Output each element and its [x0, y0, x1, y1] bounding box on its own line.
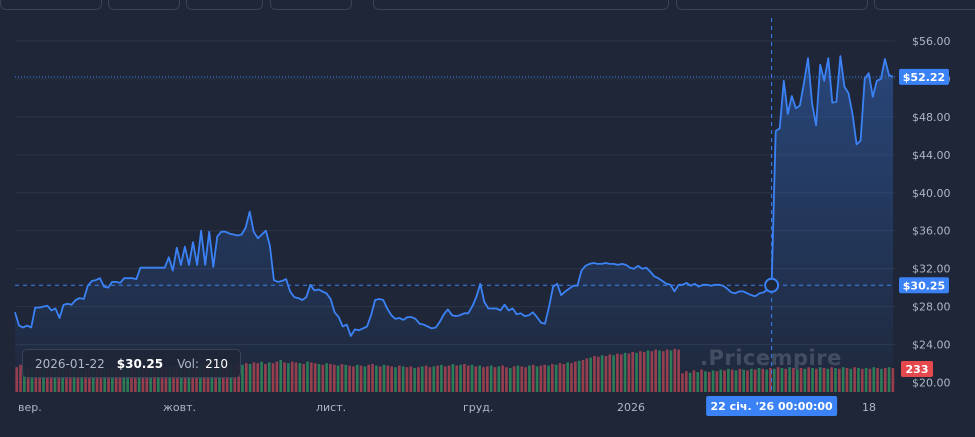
crosshair-date-bg: [706, 396, 838, 416]
crosshair-point: [764, 277, 780, 293]
x-axis: вер. жовт. лист. груд. 2026 18: [18, 401, 876, 414]
volume-label-bg: [901, 361, 933, 377]
y-tick-label: $40.00: [912, 187, 951, 200]
y-tick-label: $24.00: [912, 339, 951, 352]
y-tick-label: $32.00: [912, 263, 951, 276]
tooltip-date: 2026-01-22: [35, 356, 105, 371]
tooltip-price: $30.25: [116, 356, 164, 371]
crosshair-price-label: $30.25: [903, 279, 945, 292]
top-control-4[interactable]: [270, 0, 352, 10]
y-tick-label: $36.00: [912, 225, 951, 238]
top-control-6[interactable]: [676, 0, 868, 10]
y-axis: $20.00 $24.00 $28.00 $32.00 $36.00 $40.00 $44.…: [912, 35, 951, 390]
tooltip-vol-value: 210: [205, 356, 228, 371]
top-control-1[interactable]: [0, 0, 102, 10]
last-price-label: $52.22: [903, 71, 945, 84]
y-tick-label: $56.00: [912, 35, 951, 48]
y-tick-label: $20.00: [912, 377, 951, 390]
axis-value-labels: $52.22 $30.25 233 22 січ. '26 00:00:00: [706, 68, 949, 416]
x-tick-label: 18: [862, 401, 876, 414]
tooltip-vol-label: Vol:: [177, 356, 200, 371]
y-tick-label: $28.00: [912, 301, 951, 314]
last-price-label-bg: [899, 68, 949, 85]
top-control-5[interactable]: [373, 0, 669, 10]
crosshair-date-label: 22 січ. '26 00:00:00: [711, 400, 834, 413]
top-control-3[interactable]: [186, 0, 263, 10]
price-line: [14, 55, 894, 337]
x-tick-label: груд.: [463, 401, 493, 414]
x-tick-label: вер.: [18, 401, 42, 414]
y-tick-label: $48.00: [912, 111, 951, 124]
x-tick-label: жовт.: [163, 401, 196, 414]
top-control-2[interactable]: [108, 0, 180, 10]
x-tick-label: лист.: [316, 401, 346, 414]
hover-tooltip: 2026-01-22 $30.25 Vol: 210: [22, 349, 241, 378]
x-tick-label: 2026: [617, 401, 645, 414]
y-tick-label: $44.00: [912, 149, 951, 162]
price-area-fill: [15, 56, 893, 392]
crosshair-volume-label: 233: [906, 363, 929, 376]
top-control-7[interactable]: [874, 0, 975, 10]
pricempire-watermark: .Pricempire: [700, 346, 842, 370]
crosshair: [15, 18, 895, 392]
crosshair-price-label-bg: [899, 277, 949, 294]
